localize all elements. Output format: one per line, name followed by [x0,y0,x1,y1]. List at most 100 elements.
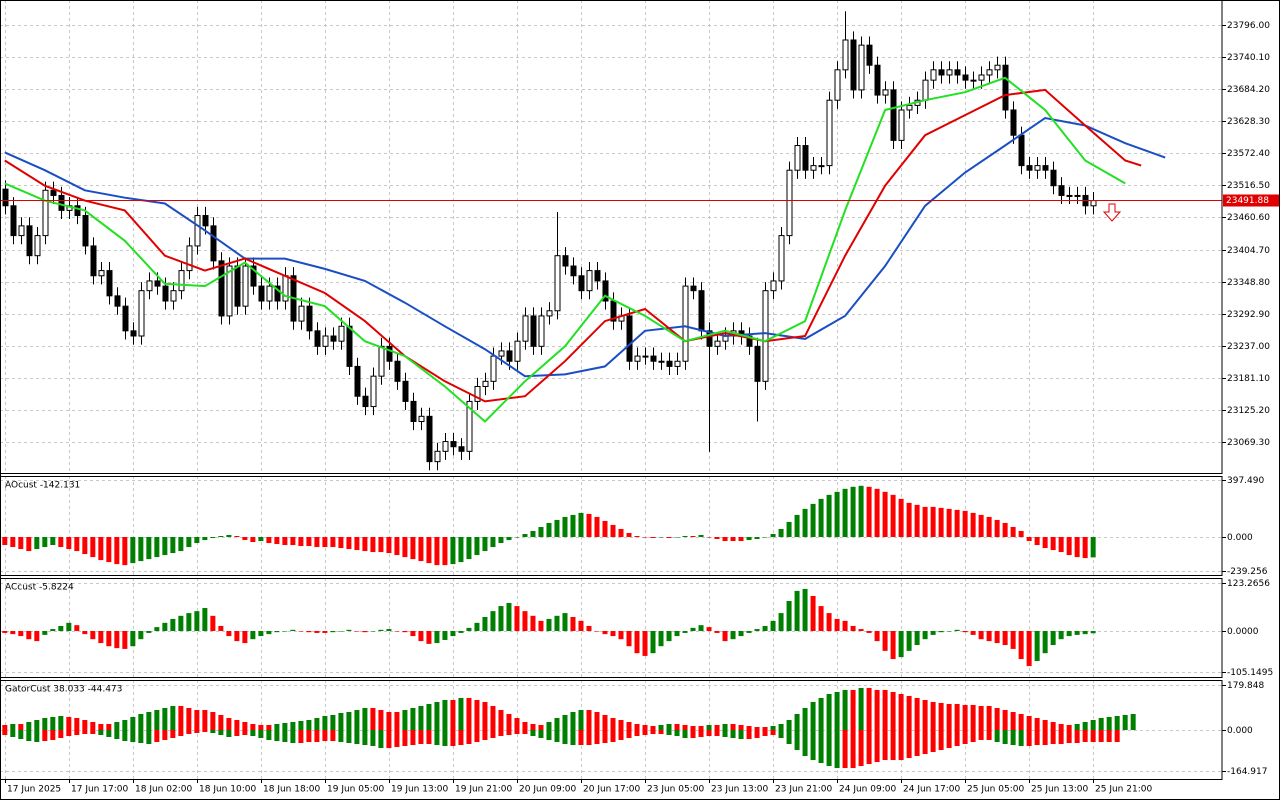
y-tick-label: 23628.30 [1227,117,1270,127]
histogram-bar [258,730,264,739]
histogram-bar [570,616,576,632]
histogram-bar [1082,537,1088,559]
histogram-bar [914,504,920,538]
histogram-bar [834,691,840,731]
histogram-bar [818,498,824,538]
histogram-bar [218,730,224,736]
histogram-bar [202,537,208,541]
x-tick-label: 19 Jun 13:00 [391,785,448,795]
histogram-bar [754,726,760,731]
histogram-bar [1042,631,1048,654]
histogram-bar [594,711,600,731]
histogram-bar [810,503,816,538]
histogram-bar [658,724,664,731]
histogram-bar [834,730,840,769]
histogram-bar [82,730,88,735]
histogram-bar [730,730,736,739]
candle-body [1018,134,1025,167]
histogram-bar [122,730,128,742]
histogram-bar [618,528,624,538]
histogram-bar [450,631,456,637]
histogram-bar [26,631,32,640]
histogram-bar [242,721,248,731]
histogram-bar [418,730,424,745]
histogram-bar [1026,730,1032,747]
histogram-bar [498,606,504,632]
histogram-bar [858,485,864,538]
histogram-bar [618,719,624,731]
histogram-bar [290,721,296,731]
histogram-bar [130,631,136,647]
histogram-bar [954,509,960,538]
moving-average-line [4,76,1126,423]
candle-body [834,69,841,101]
candle-body [170,290,177,302]
histogram-bar [602,714,608,731]
histogram-bar [970,512,976,538]
y-tick-label: 0.0000 [1227,627,1259,637]
y-tick-label: 23237.00 [1227,342,1270,352]
histogram-bar [2,724,8,731]
histogram-bar [690,627,696,632]
histogram-bar [1130,713,1136,731]
histogram-bar [1074,631,1080,635]
candle-body [850,39,857,91]
histogram-bar [626,631,632,647]
y-tick-label: 23572.40 [1227,149,1270,159]
histogram-bar [810,730,816,761]
histogram-bar [266,730,272,741]
histogram-bar [994,730,1000,743]
histogram-bar [818,730,824,764]
histogram-bar [218,535,224,538]
y-tick-label: 23069.30 [1227,438,1270,448]
histogram-bar [234,631,240,642]
histogram-bar [1106,716,1112,731]
x-tick-label: 18 Jun 10:00 [199,785,256,795]
histogram-bar [802,707,808,731]
histogram-bar [218,625,224,632]
histogram-bar [866,486,872,538]
histogram-bar [938,702,944,731]
histogram-bar [274,730,280,742]
histogram-bar [466,697,472,731]
histogram-bar [98,537,104,561]
histogram-bar [1074,537,1080,558]
candle-body [466,400,473,452]
histogram-bar [338,712,344,731]
x-tick-label: 23 Jun 21:00 [775,785,832,795]
histogram-bar [130,716,136,731]
candle-body [866,44,873,66]
histogram-bar [394,537,400,556]
histogram-bar [386,711,392,731]
histogram-bar [106,537,112,563]
histogram-bar [130,537,136,564]
candle-body [1050,169,1057,187]
moving-average-line [4,88,1142,403]
histogram-bar [266,724,272,731]
histogram-bar [826,693,832,731]
histogram-bar [226,631,232,637]
histogram-bar [978,705,984,731]
histogram-bar [626,730,632,739]
histogram-bar [986,631,992,642]
histogram-bar [402,709,408,731]
histogram-bar [722,730,728,738]
histogram-bar [1018,631,1024,660]
histogram-bar [418,631,424,642]
candle-body [690,285,697,292]
histogram-bar [882,730,888,761]
y-tick-label: -239.256 [1227,567,1268,577]
histogram-bar [1002,631,1008,646]
x-tick-label: 23 Jun 13:00 [711,785,768,795]
candle-body [34,235,41,257]
histogram-bar [402,631,408,633]
histogram-bar [978,631,984,640]
histogram-bar [474,730,480,743]
histogram-bar [138,537,144,562]
candle-body [778,235,785,282]
histogram-bar [274,631,280,633]
histogram-bar [858,629,864,632]
histogram-bar [154,627,160,632]
candle-body [1090,200,1097,207]
candle-body [674,360,681,367]
